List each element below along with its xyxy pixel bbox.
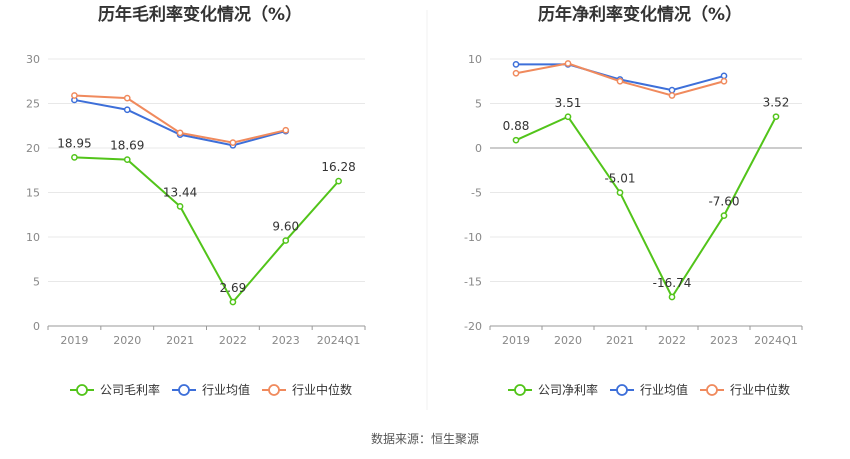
legend-label: 公司毛利率 — [100, 382, 160, 397]
data-point — [123, 106, 131, 114]
data-label: -5.01 — [604, 172, 635, 186]
data-label: 0.88 — [503, 119, 530, 133]
y-tick-label: 5 — [33, 276, 40, 289]
legend-label: 行业均值 — [202, 382, 250, 397]
data-point — [772, 113, 780, 121]
data-point — [564, 60, 572, 67]
x-tick-label: 2019 — [60, 334, 88, 347]
legend-swatch-marker — [76, 384, 88, 396]
x-tick-label: 2023 — [710, 334, 738, 347]
x-tick-label: 2023 — [272, 334, 300, 347]
legend-label: 行业中位数 — [730, 382, 790, 397]
legend-swatch-marker — [268, 384, 280, 396]
data-point — [335, 177, 342, 185]
data-label: 18.69 — [110, 139, 144, 153]
legend-swatch-marker — [178, 384, 190, 396]
data-point — [720, 212, 728, 219]
data-point — [668, 92, 676, 99]
y-tick-label: 30 — [26, 53, 40, 66]
y-tick-label: 5 — [475, 98, 482, 111]
legend-swatch-marker — [616, 384, 628, 396]
x-tick-label: 2024Q1 — [754, 334, 798, 347]
data-label: 2.69 — [220, 281, 247, 295]
data-point — [123, 94, 131, 102]
x-tick-label: 2022 — [219, 334, 247, 347]
y-tick-label: 10 — [468, 53, 482, 66]
data-label: 18.95 — [57, 136, 91, 150]
x-tick-label: 2020 — [113, 334, 141, 347]
y-tick-label: 15 — [26, 187, 40, 200]
legend-label: 行业中位数 — [292, 382, 352, 397]
data-point — [282, 237, 290, 244]
legend-label: 公司净利率 — [538, 382, 598, 397]
y-tick-label: 25 — [26, 98, 40, 111]
data-label: -7.60 — [708, 195, 739, 209]
y-tick-label: -20 — [464, 320, 482, 333]
x-tick-label: 2021 — [606, 334, 634, 347]
x-tick-label: 2021 — [166, 334, 194, 347]
data-label: 13.44 — [163, 185, 197, 199]
x-tick-label: 2020 — [554, 334, 582, 347]
y-tick-label: 0 — [475, 142, 482, 155]
data-point — [229, 298, 237, 306]
x-tick-label: 2024Q1 — [317, 334, 361, 347]
data-point — [616, 189, 624, 196]
data-point — [668, 86, 676, 94]
data-point — [123, 156, 131, 164]
legend-swatch-marker — [706, 384, 718, 396]
series-line — [515, 115, 777, 300]
data-label: 3.51 — [555, 96, 582, 110]
data-point — [176, 203, 184, 210]
y-tick-label: -15 — [464, 276, 482, 289]
data-point — [512, 60, 520, 68]
x-tick-label: 2022 — [658, 334, 686, 347]
y-tick-label: -5 — [471, 187, 482, 200]
series-line — [74, 156, 340, 304]
data-point — [512, 69, 520, 77]
data-point — [668, 293, 676, 301]
data-point — [282, 126, 290, 134]
data-point — [71, 153, 78, 161]
data-point — [176, 129, 184, 137]
chart-title: 历年毛利率变化情况（%） — [98, 4, 302, 25]
y-tick-label: -10 — [464, 231, 482, 244]
data-point — [616, 77, 624, 85]
legend-label: 行业均值 — [640, 382, 688, 397]
data-point — [229, 139, 237, 147]
source-note: 数据来源：恒生聚源 — [371, 431, 479, 446]
y-tick-label: 0 — [33, 320, 40, 333]
data-point — [71, 92, 78, 99]
chart-title: 历年净利率变化情况（%） — [538, 4, 742, 25]
y-tick-label: 10 — [26, 231, 40, 244]
data-label: -16.74 — [653, 276, 692, 290]
data-point — [720, 77, 728, 85]
data-point — [564, 113, 572, 121]
data-label: 9.60 — [272, 220, 299, 234]
data-label: 16.28 — [321, 160, 355, 174]
data-point — [720, 72, 728, 80]
x-tick-label: 2019 — [502, 334, 530, 347]
data-point — [512, 136, 520, 144]
data-label: 3.52 — [763, 96, 790, 110]
y-tick-label: 20 — [26, 142, 40, 155]
legend-swatch-marker — [514, 384, 526, 396]
